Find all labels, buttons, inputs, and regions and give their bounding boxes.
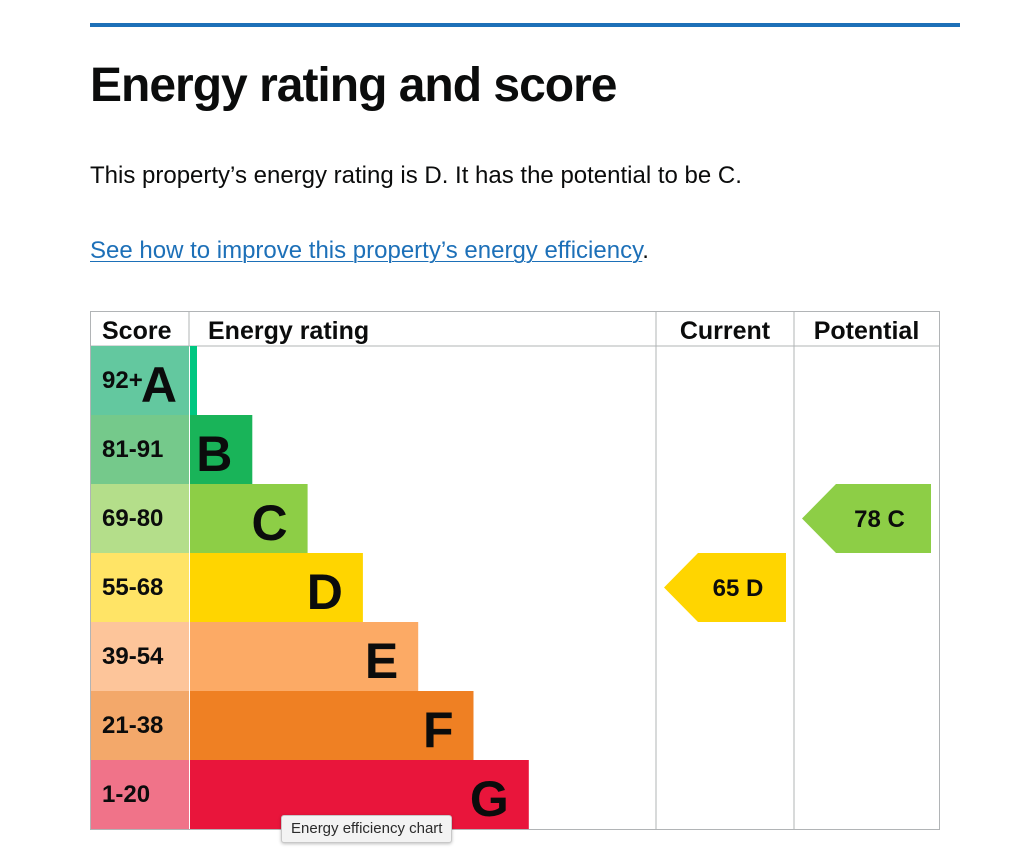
- rating-bar-b: [190, 415, 253, 484]
- score-cell-b: [91, 415, 189, 484]
- score-cell-d: [91, 553, 189, 622]
- potential-rating-arrow: [802, 484, 931, 553]
- score-cell-a: [91, 346, 189, 415]
- top-rule: [90, 23, 960, 27]
- rating-bar-c: [190, 484, 308, 553]
- chart-frame: [90, 311, 940, 830]
- score-range-f: 21-38: [102, 712, 163, 739]
- rating-bar-a: [190, 346, 197, 415]
- score-range-b: 81-91: [102, 436, 163, 463]
- header-current: Current: [680, 317, 771, 345]
- header-score: Score: [102, 317, 172, 345]
- current-rating-arrow: [664, 553, 786, 622]
- score-range-e: 39-54: [102, 643, 164, 670]
- rating-letter-e: E: [365, 633, 398, 689]
- rating-letter-g: G: [470, 771, 509, 827]
- rating-summary: This property’s energy rating is D. It h…: [90, 162, 742, 189]
- score-range-c: 69-80: [102, 505, 163, 532]
- potential-rating-label: 78 C: [854, 506, 905, 533]
- rating-bar-f: [190, 691, 474, 760]
- header-energy-rating: Energy rating: [208, 317, 369, 345]
- score-range-g: 1-20: [102, 781, 150, 808]
- rating-letter-f: F: [423, 702, 454, 758]
- score-range-a: 92+: [102, 367, 143, 394]
- header-potential: Potential: [814, 317, 920, 345]
- chart-tooltip: Energy efficiency chart: [281, 815, 453, 843]
- score-cell-f: [91, 691, 189, 760]
- score-range-d: 55-68: [102, 574, 163, 601]
- rating-letter-a: A: [141, 357, 177, 413]
- current-rating-label: 65 D: [713, 575, 764, 602]
- improve-suffix: .: [642, 237, 649, 264]
- rating-letter-b: B: [196, 426, 232, 482]
- rating-bar-e: [190, 622, 419, 691]
- page-title: Energy rating and score: [90, 59, 617, 112]
- rating-letter-d: D: [307, 564, 343, 620]
- score-cell-g: [91, 760, 189, 829]
- improve-paragraph: See how to improve this property’s energ…: [90, 237, 649, 265]
- score-cell-c: [91, 484, 189, 553]
- energy-efficiency-chart: Score Energy rating Current Potential 92+A 81…: [90, 311, 940, 830]
- score-cell-e: [91, 622, 189, 691]
- improve-efficiency-link[interactable]: See how to improve this property’s energ…: [90, 237, 643, 264]
- rating-bar-d: [190, 553, 363, 622]
- rating-letter-c: C: [251, 495, 287, 551]
